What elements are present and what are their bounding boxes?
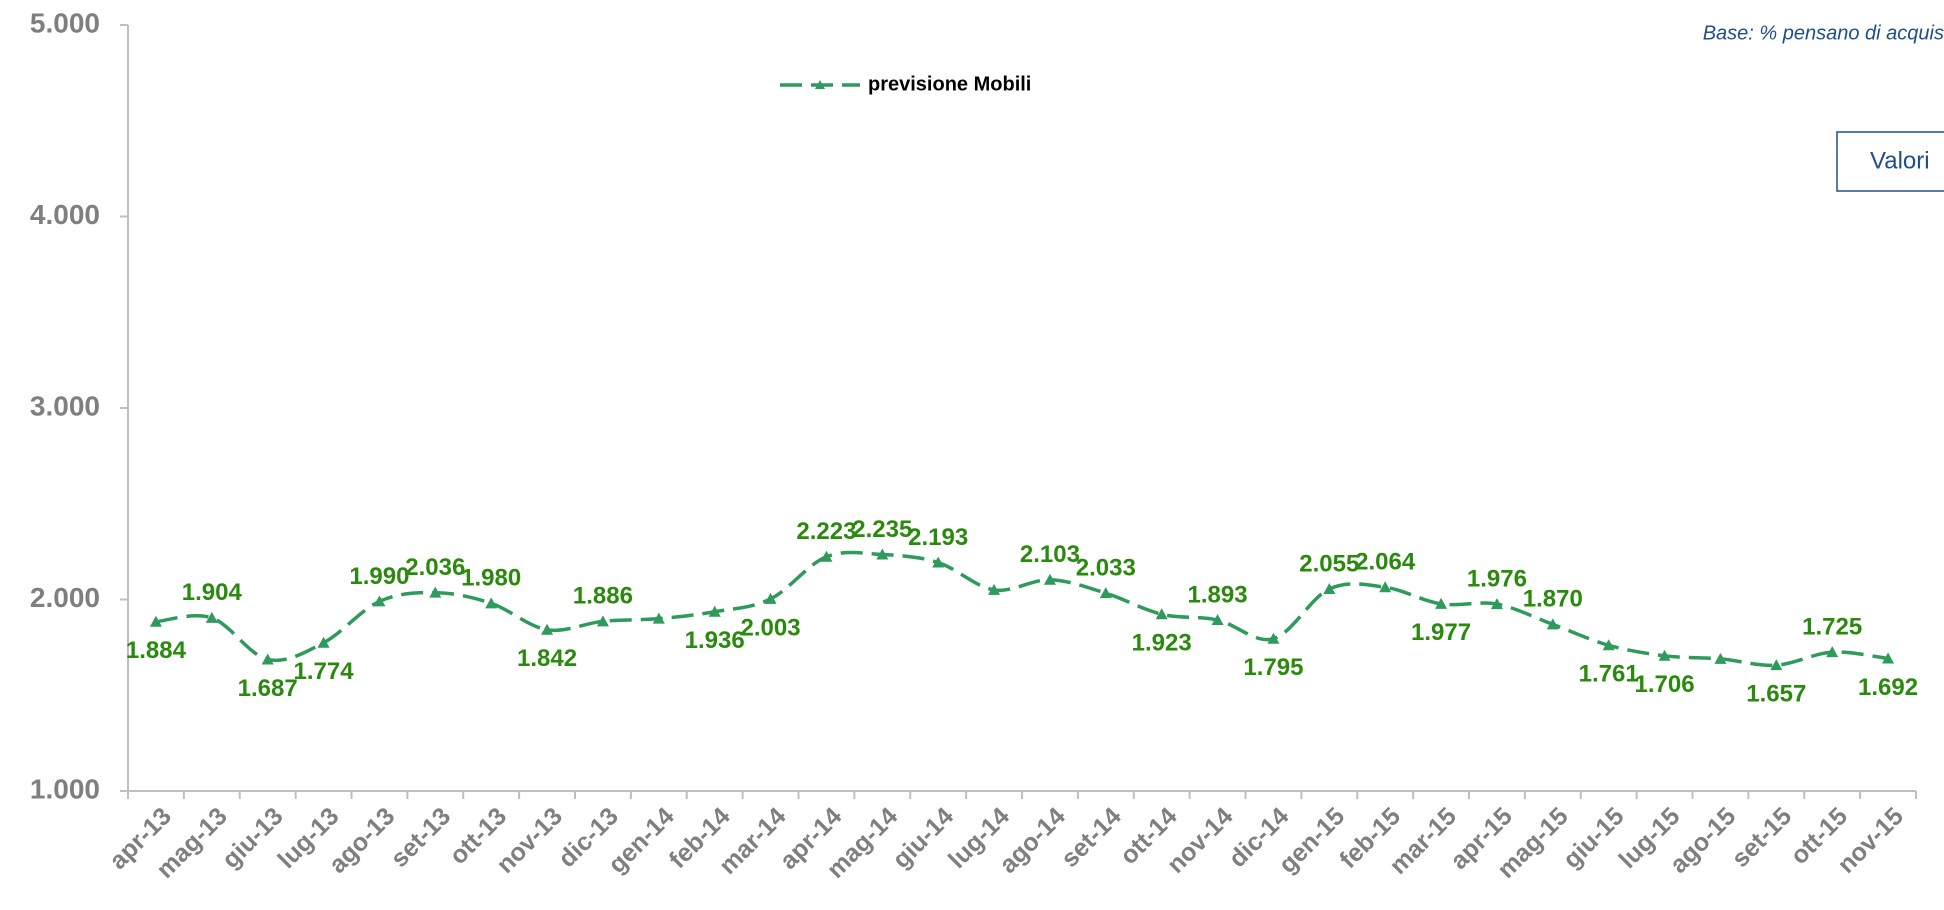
x-tick-label: giu-14 [887,802,959,874]
data-label: 1.795 [1243,654,1303,681]
data-label: 2.055 [1299,550,1359,577]
annotation-box [1836,131,1944,192]
data-label: 1.936 [685,627,745,654]
data-label: 1.884 [126,637,187,664]
marker [1211,613,1224,625]
data-label: 1.990 [349,563,409,590]
marker [317,636,330,648]
marker [1714,652,1727,664]
marker [261,653,274,665]
marker [1602,639,1615,651]
data-label: 1.687 [238,675,298,702]
x-tick-label: giu-13 [217,802,289,874]
marker [932,556,945,568]
data-label: 1.870 [1523,586,1583,613]
data-label: 2.003 [741,614,801,641]
data-label: 1.904 [182,579,243,606]
marker [1323,582,1336,594]
marker [1043,573,1056,585]
marker [205,611,218,623]
data-label: 2.036 [405,554,465,581]
data-label: 1.980 [461,565,521,592]
marker [1546,618,1559,630]
data-label: 1.657 [1746,681,1806,708]
data-label: 1.692 [1858,674,1918,701]
subtitle: Base: % pensano di acquis [1703,22,1944,44]
data-label: 1.761 [1579,661,1639,688]
marker [652,612,665,624]
x-tick-label: set-13 [385,802,456,873]
marker [1826,646,1839,658]
y-tick-label: 3.000 [30,390,100,421]
data-label: 1.923 [1132,630,1192,657]
data-label: 1.774 [294,658,355,685]
data-label: 1.725 [1802,614,1862,641]
marker [1379,581,1392,593]
data-label: 2.235 [852,516,912,543]
data-label: 1.842 [517,645,577,672]
marker [1267,632,1280,644]
legend-label: previsione Mobili [868,73,1031,95]
legend-marker [815,80,825,89]
marker [1099,587,1112,599]
x-tick-label: giu-15 [1558,802,1630,874]
legend: previsione Mobili [780,73,1031,95]
marker [1435,597,1448,609]
data-label: 2.033 [1076,555,1136,582]
marker [1882,652,1895,664]
y-tick-label: 1.000 [30,773,100,804]
data-label: 2.064 [1355,549,1416,576]
annotation: Valori [1870,147,1930,174]
marker [820,550,833,562]
marker [764,592,777,604]
y-tick-label: 2.000 [30,582,100,613]
y-tick-label: 5.000 [30,7,100,38]
marker [876,548,889,560]
y-tick-label: 4.000 [30,199,100,230]
data-label: 1.893 [1188,581,1248,608]
marker [1155,608,1168,620]
marker [596,615,609,627]
data-label: 1.886 [573,583,633,610]
data-label: 2.103 [1020,541,1080,568]
marker [485,597,498,609]
marker [541,623,554,635]
data-label: 1.706 [1635,671,1695,698]
marker [708,605,721,617]
data-label: 2.223 [796,518,856,545]
x-tick-label: set-14 [1056,802,1127,873]
marker [1658,649,1671,661]
data-label: 1.976 [1467,565,1527,592]
data-label: 2.193 [908,524,968,551]
marker [373,595,386,607]
data-label: 1.977 [1411,619,1471,646]
marker [149,615,162,627]
marker [988,583,1001,595]
x-tick-label: set-15 [1726,802,1797,873]
marker [429,586,442,598]
marker [1770,659,1783,671]
marker [1490,598,1503,610]
